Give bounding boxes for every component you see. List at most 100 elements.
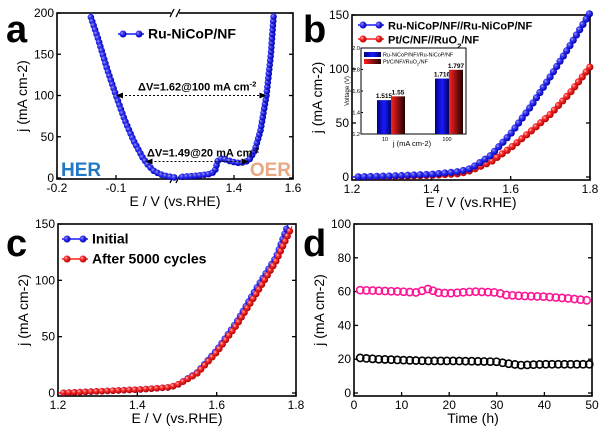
data-point: [423, 356, 433, 366]
data-point: [104, 387, 111, 395]
data-point: [446, 288, 456, 298]
data-point: [563, 293, 573, 303]
series: [351, 10, 593, 181]
data-point: [453, 168, 461, 176]
data-point: [539, 292, 548, 302]
panel-a: 0 50 100 150 200 -0.2 -0.1 1.4 1.6 E / V (vs.RHE)…: [6, 6, 302, 209]
inset-y-tick-label: 1.8: [352, 68, 360, 74]
inset-y-axis-label: Voltage (V): [345, 76, 351, 106]
data-point: [374, 354, 384, 364]
data-point: [60, 389, 67, 397]
data-point: [423, 284, 433, 294]
data-point: [493, 153, 501, 162]
data-point: [522, 131, 531, 139]
y-axis-label: j (mA cm-2): [311, 274, 327, 347]
data-point: [503, 134, 511, 142]
data-point: [386, 355, 396, 365]
data-point: [422, 170, 430, 179]
x-tick-label: 50: [585, 398, 599, 412]
inset-bar-value-label: 1.55: [392, 89, 405, 96]
y-axis-label: j (mA cm-2): [15, 274, 31, 347]
x-tick-label: 1.4: [423, 182, 440, 196]
data-point: [115, 387, 122, 394]
inset-bar-value-label: 1.515: [376, 93, 393, 100]
y-tick-label: 0: [342, 170, 349, 184]
data-point: [275, 252, 282, 260]
data-point: [572, 359, 582, 369]
y-tick-label: 50: [41, 130, 55, 144]
data-point: [479, 357, 489, 366]
y-axis-label: j (mA cm-2): [14, 60, 30, 133]
data-point: [405, 287, 415, 297]
data-point: [563, 47, 571, 55]
x-tick-label: 10: [395, 398, 409, 412]
data-point: [584, 359, 594, 369]
data-point: [550, 106, 558, 114]
y-tick-label: 100: [331, 217, 351, 231]
data-point: [576, 26, 584, 34]
data-point: [281, 237, 289, 245]
delta-v-label: ΔV=1.49@20 mA cm-2: [147, 145, 259, 160]
data-point: [459, 166, 467, 175]
data-point: [582, 15, 590, 23]
data-point: [553, 62, 561, 71]
data-point: [153, 384, 161, 392]
data-point: [569, 36, 577, 44]
panel-d: 0 20 40 60 80 100 0 10 20 30 40 50 Time (h) j (mA cm-…: [303, 217, 599, 426]
y-tick-label: 50: [336, 116, 350, 130]
y-tick-label: 150: [329, 8, 349, 22]
data-point: [539, 83, 547, 91]
inset-legend-swatch: [364, 52, 381, 57]
legend-marker: [63, 235, 71, 243]
data-point: [527, 127, 535, 135]
data-point: [471, 162, 479, 170]
data-point: [184, 375, 192, 383]
data-point: [179, 378, 187, 385]
inset-legend-swatch: [364, 59, 381, 64]
data-point: [571, 83, 579, 91]
x-axis-label: E / V (vs.RHE): [131, 410, 222, 426]
inset-y-tick-label: 1.4: [352, 111, 360, 117]
data-point: [355, 285, 365, 295]
data-point: [461, 356, 470, 366]
y-tick-label: 200: [34, 6, 54, 20]
legend-label: Initial: [92, 231, 129, 247]
x-tick-label: 1.8: [288, 398, 305, 412]
data-point: [379, 172, 387, 180]
data-point: [65, 389, 73, 396]
data-point: [355, 353, 365, 363]
x-tick-label: 20: [443, 398, 457, 412]
data-point: [486, 152, 494, 160]
y-tick-label: 0: [48, 386, 55, 400]
data-point: [76, 388, 84, 396]
data-point: [498, 150, 506, 158]
data-point: [131, 386, 139, 394]
data-point: [477, 287, 487, 297]
data-point: [399, 355, 408, 365]
x-tick-label: 1.2: [344, 182, 361, 196]
data-point: [270, 13, 277, 20]
data-point: [537, 119, 545, 127]
legend-label: Pt/C/NF//RuO2/NF: [388, 35, 479, 51]
data-point: [126, 386, 133, 394]
data-point: [503, 146, 511, 154]
x-tick-label: 1.2: [50, 398, 67, 412]
data-point: [508, 290, 517, 300]
data-point: [373, 172, 381, 180]
inset-bar-value-label: 1.716: [434, 72, 451, 79]
data-point: [498, 358, 508, 368]
data-point: [392, 355, 402, 365]
data-point: [586, 63, 594, 71]
data-point: [490, 147, 499, 155]
y-axis-label: j (mA cm-2): [309, 62, 325, 135]
panel-label: d: [303, 223, 326, 265]
x-tick-label: 1.6: [502, 182, 519, 196]
inset-bar: [449, 69, 463, 134]
data-point: [411, 356, 421, 365]
legend-marker: [359, 21, 367, 29]
data-point: [492, 357, 501, 367]
y-tick-label: 100: [34, 89, 54, 103]
data-point: [557, 293, 567, 303]
data-point: [368, 286, 377, 295]
data-point: [541, 359, 551, 369]
